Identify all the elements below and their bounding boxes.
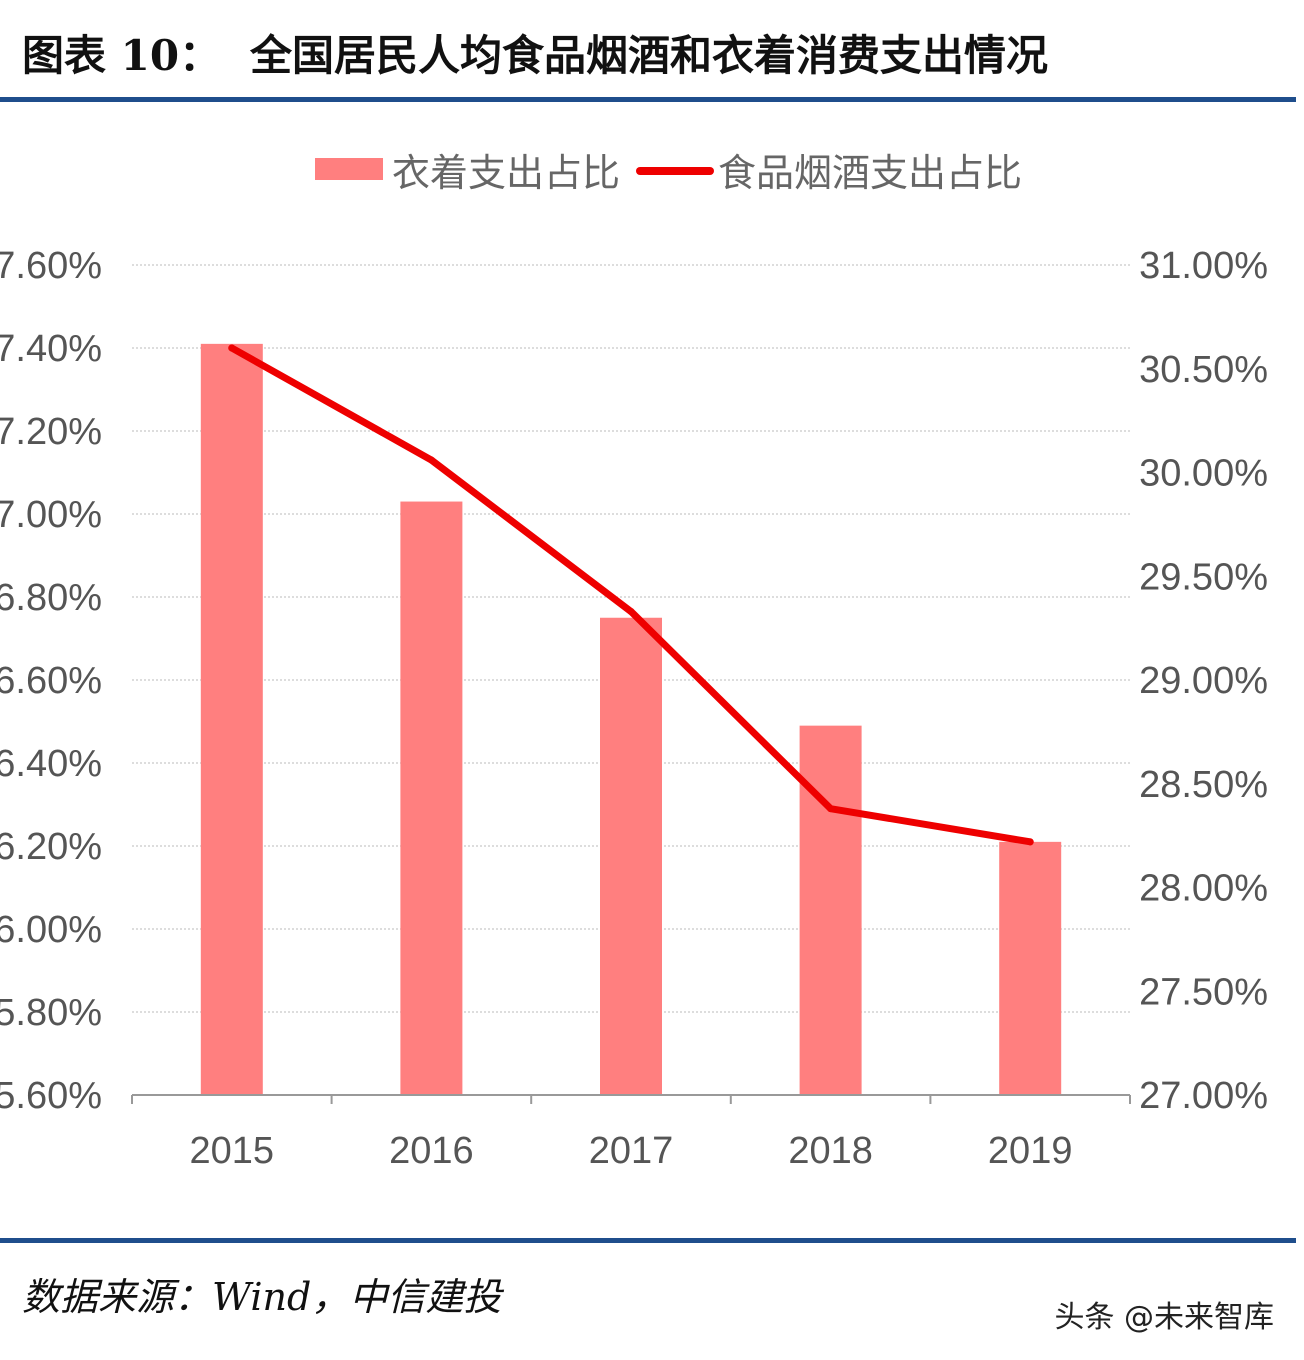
- y-left-tick-label: 6.60%: [0, 660, 102, 702]
- y-right-tick-label: 28.00%: [1139, 868, 1268, 910]
- y-left-tick-label: 6.20%: [0, 826, 102, 868]
- legend-swatch-bar: [315, 158, 383, 180]
- y-left-tick-label: 6.00%: [0, 909, 102, 951]
- x-tick-label: 2015: [190, 1130, 275, 1172]
- bar: [799, 725, 862, 1095]
- page-title: 全国居民人均食品烟酒和衣着消费支出情况: [250, 31, 1049, 80]
- y-left-tick-label: 6.80%: [0, 577, 102, 619]
- line-series: [228, 344, 1034, 846]
- legend-label-line: 食品烟酒支出占比: [718, 151, 1022, 195]
- bar-series: [200, 343, 1062, 1096]
- y-left-tick-label: 7.60%: [0, 245, 102, 287]
- y-right-tick-label: 28.50%: [1139, 764, 1268, 806]
- y-left-tick-label: 7.40%: [0, 328, 102, 370]
- header: 图表 10： 全国居民人均食品烟酒和衣着消费支出情况: [0, 0, 1304, 100]
- line-point: [827, 805, 835, 813]
- bar: [400, 501, 463, 1095]
- combo-chart: 5.60% 5.80% 6.00% 6.20% 6.40% 6.60% 6.80% 7.00%…: [0, 151, 1268, 1172]
- axes: 5.60% 5.80% 6.00% 6.20% 6.40% 6.60% 6.80% 7.00%…: [0, 245, 1268, 1172]
- bar: [600, 617, 662, 1095]
- y-right-tick-label: 30.50%: [1139, 349, 1268, 391]
- y-right-tick-label: 30.00%: [1139, 453, 1268, 495]
- x-tick-label: 2016: [389, 1130, 474, 1172]
- legend: 衣着支出占比 食品烟酒支出占比: [315, 151, 1022, 195]
- y-left-tick-label: 5.60%: [0, 1075, 102, 1117]
- x-tick-label: 2017: [589, 1130, 674, 1172]
- y-left-tick-label: 5.80%: [0, 992, 102, 1034]
- x-tick-label: 2018: [788, 1130, 873, 1172]
- line-point: [427, 456, 435, 464]
- line-point: [1026, 838, 1034, 846]
- y-right-tick-label: 27.50%: [1139, 971, 1268, 1013]
- y-left-tick-label: 7.00%: [0, 494, 102, 536]
- bottom-rule: [0, 1238, 1296, 1243]
- watermark: 头条 @未来智库: [1054, 1300, 1274, 1335]
- top-rule: [0, 97, 1296, 102]
- x-tick-label: 2019: [988, 1130, 1073, 1172]
- legend-label-bar: 衣着支出占比: [392, 151, 620, 195]
- y-right-tick-label: 29.50%: [1139, 556, 1268, 598]
- y-right-tick-label: 27.00%: [1139, 1075, 1268, 1117]
- line-point: [228, 344, 236, 352]
- figure-label: 图表 10：: [22, 31, 222, 80]
- bar: [999, 841, 1062, 1095]
- source-note: 数据来源：Wind，中信建投: [22, 1275, 502, 1319]
- y-left-tick-label: 6.40%: [0, 743, 102, 785]
- bar: [200, 343, 263, 1096]
- y-left-tick-label: 7.20%: [0, 411, 102, 453]
- y-right-tick-label: 29.00%: [1139, 660, 1268, 702]
- line-point: [627, 608, 635, 616]
- y-right-tick-label: 31.00%: [1139, 245, 1268, 287]
